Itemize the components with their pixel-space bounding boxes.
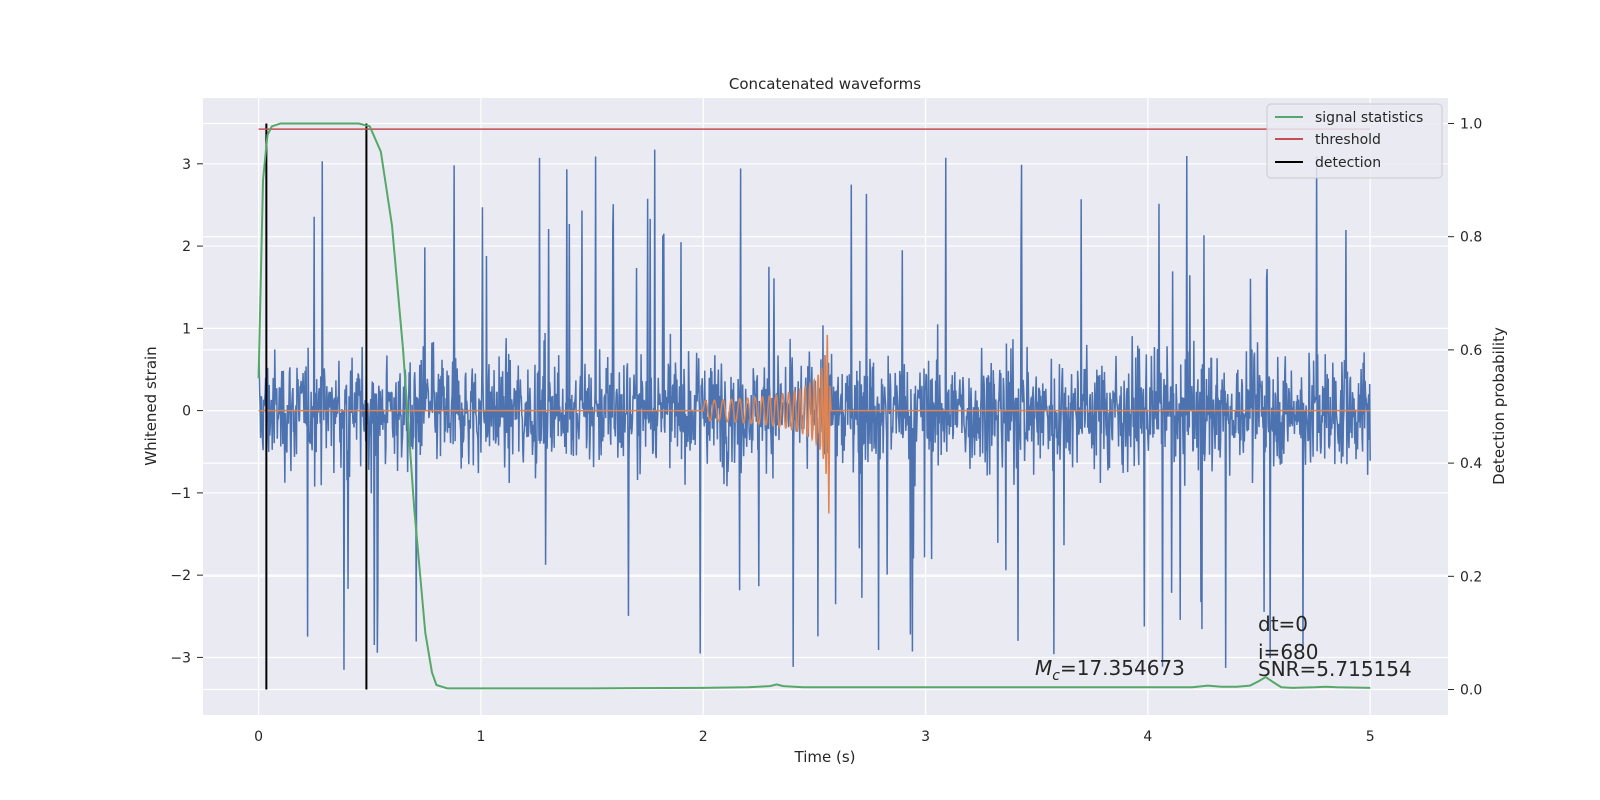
signal-statistics-line	[257, 122, 1371, 690]
strain-series	[257, 149, 1371, 670]
annotations: Mc=17.354673 dt=0 i=680 SNR=5.715154	[1035, 612, 1412, 684]
legend-label-signal-statistics: signal statistics	[1315, 110, 1423, 126]
annotation-mc-symbol: M	[1035, 656, 1052, 680]
x-tick-label: 2	[699, 729, 708, 745]
annotation-mc-value: =17.354673	[1060, 656, 1185, 680]
x-axis-ticks: 0 1 2 3 4 5	[254, 729, 1375, 745]
y2-axis-label: Detection probability	[1490, 327, 1508, 485]
legend: signal statistics threshold detection	[1266, 103, 1443, 179]
annotation-dt: dt=0	[1258, 612, 1308, 636]
x-axis-label: Time (s)	[794, 748, 856, 766]
y-tick-label: −2	[170, 568, 191, 584]
detection-lines	[265, 123, 368, 690]
y2-tick-label: 0.2	[1460, 569, 1482, 585]
y-tick-label: −1	[170, 486, 191, 502]
annotation-chirp-mass: Mc=17.354673	[1035, 656, 1185, 684]
template-series	[258, 334, 1371, 514]
x-tick-label: 5	[1366, 729, 1375, 745]
annotation-index: i=680	[1258, 640, 1319, 664]
y2-axis-ticks: 0.0 0.2 0.4 0.6 0.8 1.0	[1448, 116, 1482, 699]
y-tick-label: 1	[182, 321, 191, 337]
y-axis-label: Whitened strain	[142, 346, 160, 465]
y2-tick-label: 0.4	[1460, 456, 1482, 472]
y-tick-label: −3	[170, 650, 191, 666]
chart-title: Concatenated waveforms	[729, 75, 921, 93]
y-axis-ticks: −3 −2 −1 0 1 2 3	[170, 157, 203, 666]
x-tick-label: 1	[476, 729, 485, 745]
template-line	[258, 334, 1371, 514]
y-tick-label: 0	[182, 404, 191, 420]
legend-label-detection: detection	[1315, 155, 1381, 171]
y2-tick-label: 0.6	[1460, 343, 1482, 359]
signal-statistics-series	[257, 122, 1371, 690]
y-tick-label: 3	[182, 157, 191, 173]
y2-tick-label: 0.8	[1460, 230, 1482, 246]
strain-line	[257, 149, 1371, 670]
y-tick-label: 2	[182, 239, 191, 255]
y2-tick-label: 0.0	[1460, 683, 1482, 699]
x-tick-label: 4	[1143, 729, 1152, 745]
legend-box	[1266, 103, 1443, 179]
annotation-snr: SNR=5.715154	[1258, 657, 1412, 681]
legend-label-threshold: threshold	[1315, 132, 1381, 148]
annotation-mc-subscript: c	[1052, 668, 1060, 684]
x-tick-label: 3	[921, 729, 930, 745]
x-tick-label: 0	[254, 729, 263, 745]
y2-tick-label: 1.0	[1460, 116, 1482, 132]
